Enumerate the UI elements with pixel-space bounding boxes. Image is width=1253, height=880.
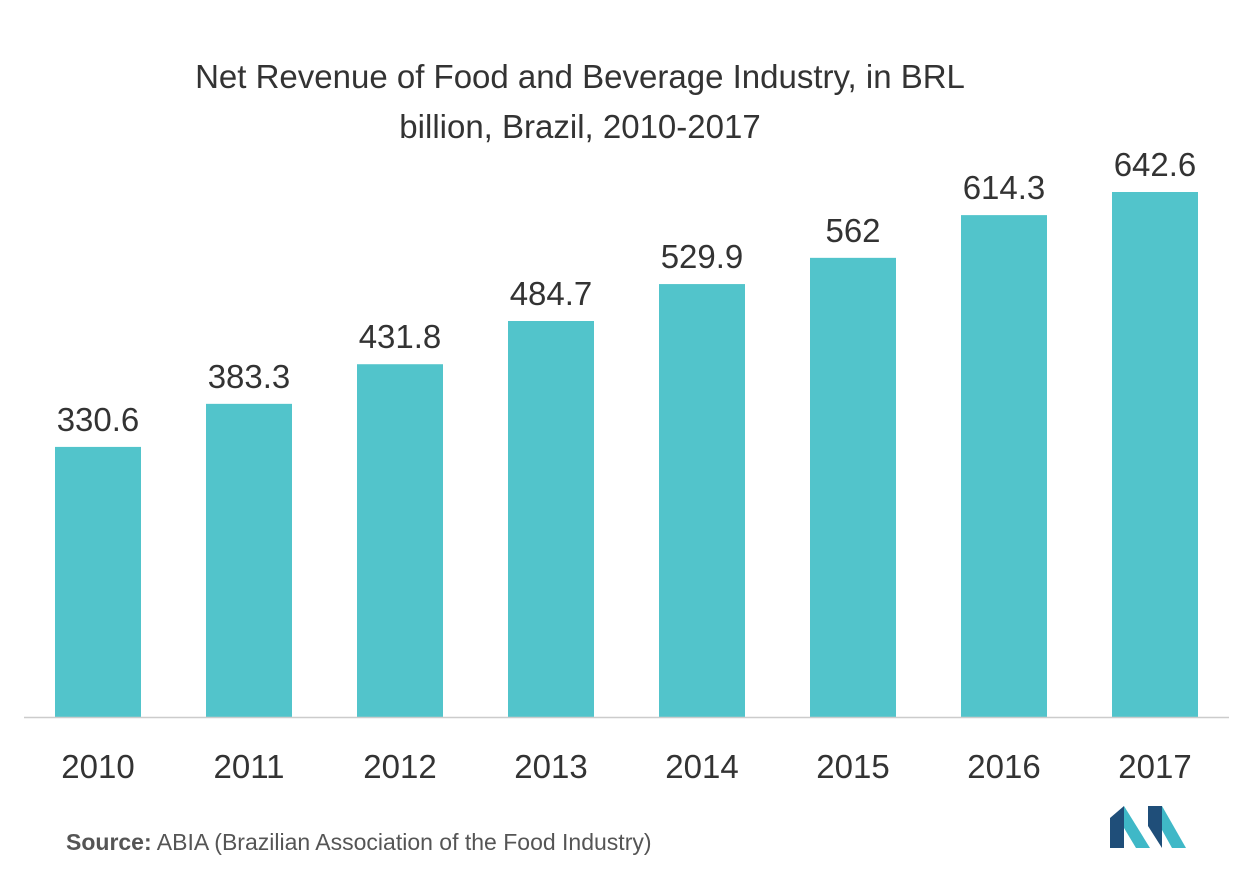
- data-label-2015: 562: [825, 212, 880, 249]
- data-label-2014: 529.9: [661, 238, 744, 275]
- x-tick-label-2011: 2011: [214, 748, 285, 785]
- bar-2015: [810, 257, 896, 717]
- x-tick-label-2010: 2010: [61, 748, 134, 785]
- source-text: ABIA (Brazilian Association of the Food …: [156, 829, 652, 855]
- bar-2012: [357, 364, 443, 717]
- x-tick-label-2014: 2014: [665, 748, 738, 785]
- logo-mark-right: [1162, 806, 1186, 848]
- x-tick-label-2015: 2015: [816, 748, 889, 785]
- chart-title-line-2: billion, Brazil, 2010-2017: [399, 108, 761, 145]
- bar-2010: [55, 446, 141, 717]
- data-label-2011: 383.3: [208, 358, 291, 395]
- source-note: Source: ABIA (Brazilian Association of t…: [66, 829, 652, 856]
- data-label-2012: 431.8: [359, 318, 442, 355]
- chart-title-line-1: Net Revenue of Food and Beverage Industr…: [195, 58, 965, 95]
- bar-2011: [206, 403, 292, 717]
- data-label-2013: 484.7: [510, 275, 593, 312]
- data-label-2010: 330.6: [57, 401, 140, 438]
- logo-mark-middle-2: [1148, 806, 1162, 848]
- x-tick-label-2013: 2013: [514, 748, 587, 785]
- bar-2017: [1112, 192, 1198, 717]
- bar-2014: [659, 284, 745, 717]
- bar-2016: [961, 215, 1047, 717]
- data-label-2017: 642.6: [1114, 146, 1197, 183]
- x-tick-label-2017: 2017: [1118, 748, 1191, 785]
- brand-logo: [1110, 806, 1186, 848]
- chart-title: Net Revenue of Food and Beverage Industr…: [0, 52, 1160, 152]
- data-label-2016: 614.3: [963, 169, 1046, 206]
- x-tick-label-2012: 2012: [363, 748, 436, 785]
- logo-mark-left: [1110, 806, 1124, 848]
- logo-mark-middle: [1124, 806, 1150, 848]
- source-label: Source:: [66, 829, 152, 855]
- x-tick-label-2016: 2016: [967, 748, 1040, 785]
- bar-2013: [508, 321, 594, 717]
